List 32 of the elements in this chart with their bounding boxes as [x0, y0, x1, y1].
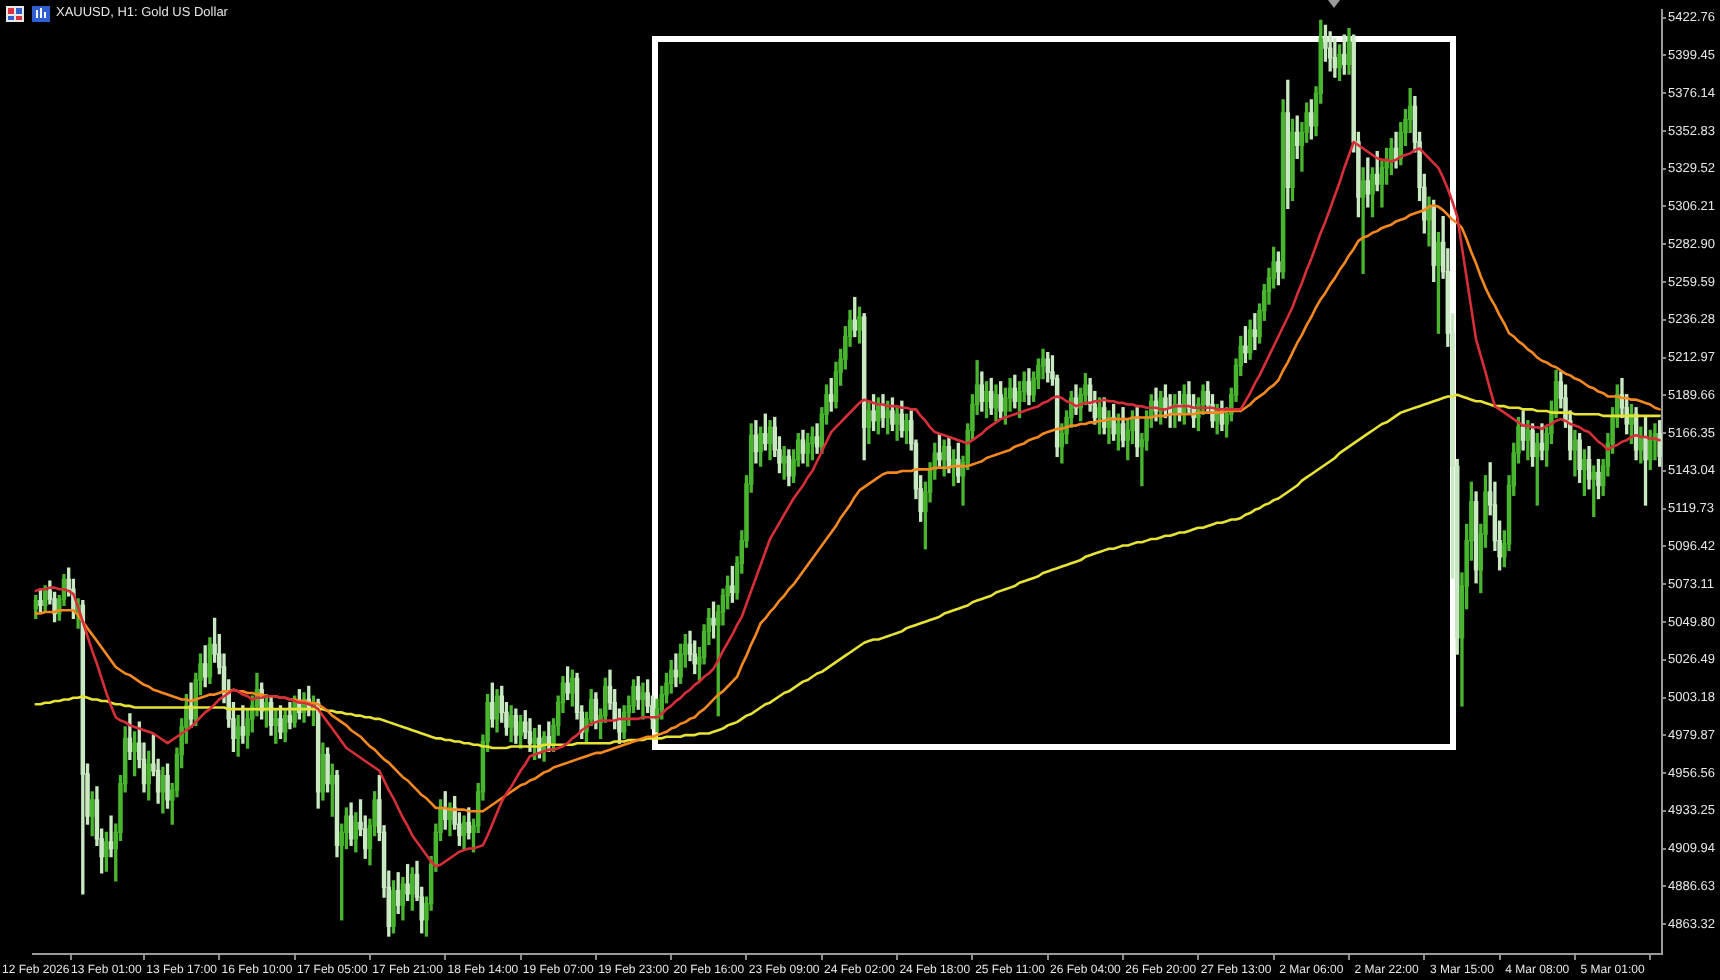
candlestick	[165, 763, 170, 809]
candlestick	[108, 815, 114, 858]
candlestick	[278, 705, 283, 739]
candlestick	[518, 714, 523, 749]
candlestick	[758, 426, 763, 467]
candlestick	[1596, 458, 1601, 500]
candlestick	[1370, 167, 1375, 218]
candlestick	[1530, 423, 1535, 467]
candlestick	[711, 601, 716, 639]
candlestick	[1337, 44, 1342, 82]
candlestick	[405, 864, 410, 902]
candlestick	[904, 413, 909, 445]
candlestick	[1252, 313, 1258, 351]
candlestick	[565, 666, 570, 701]
candlestick	[1643, 416, 1648, 506]
candlestick	[325, 747, 330, 793]
candlestick	[984, 381, 989, 419]
candlestick	[781, 446, 787, 480]
candlestick	[730, 565, 735, 603]
candlestick	[857, 306, 862, 344]
candlestick	[1577, 433, 1582, 483]
candlestick	[132, 731, 137, 777]
candlestick	[1436, 232, 1441, 334]
candlestick	[1360, 167, 1366, 274]
candlestick	[1276, 251, 1281, 286]
candlestick	[937, 433, 942, 467]
candlestick	[1290, 118, 1295, 202]
candlestick	[890, 397, 895, 432]
candlestick	[1243, 326, 1248, 364]
candlestick	[391, 880, 396, 934]
candlestick	[810, 426, 815, 461]
candlestick	[871, 394, 876, 432]
